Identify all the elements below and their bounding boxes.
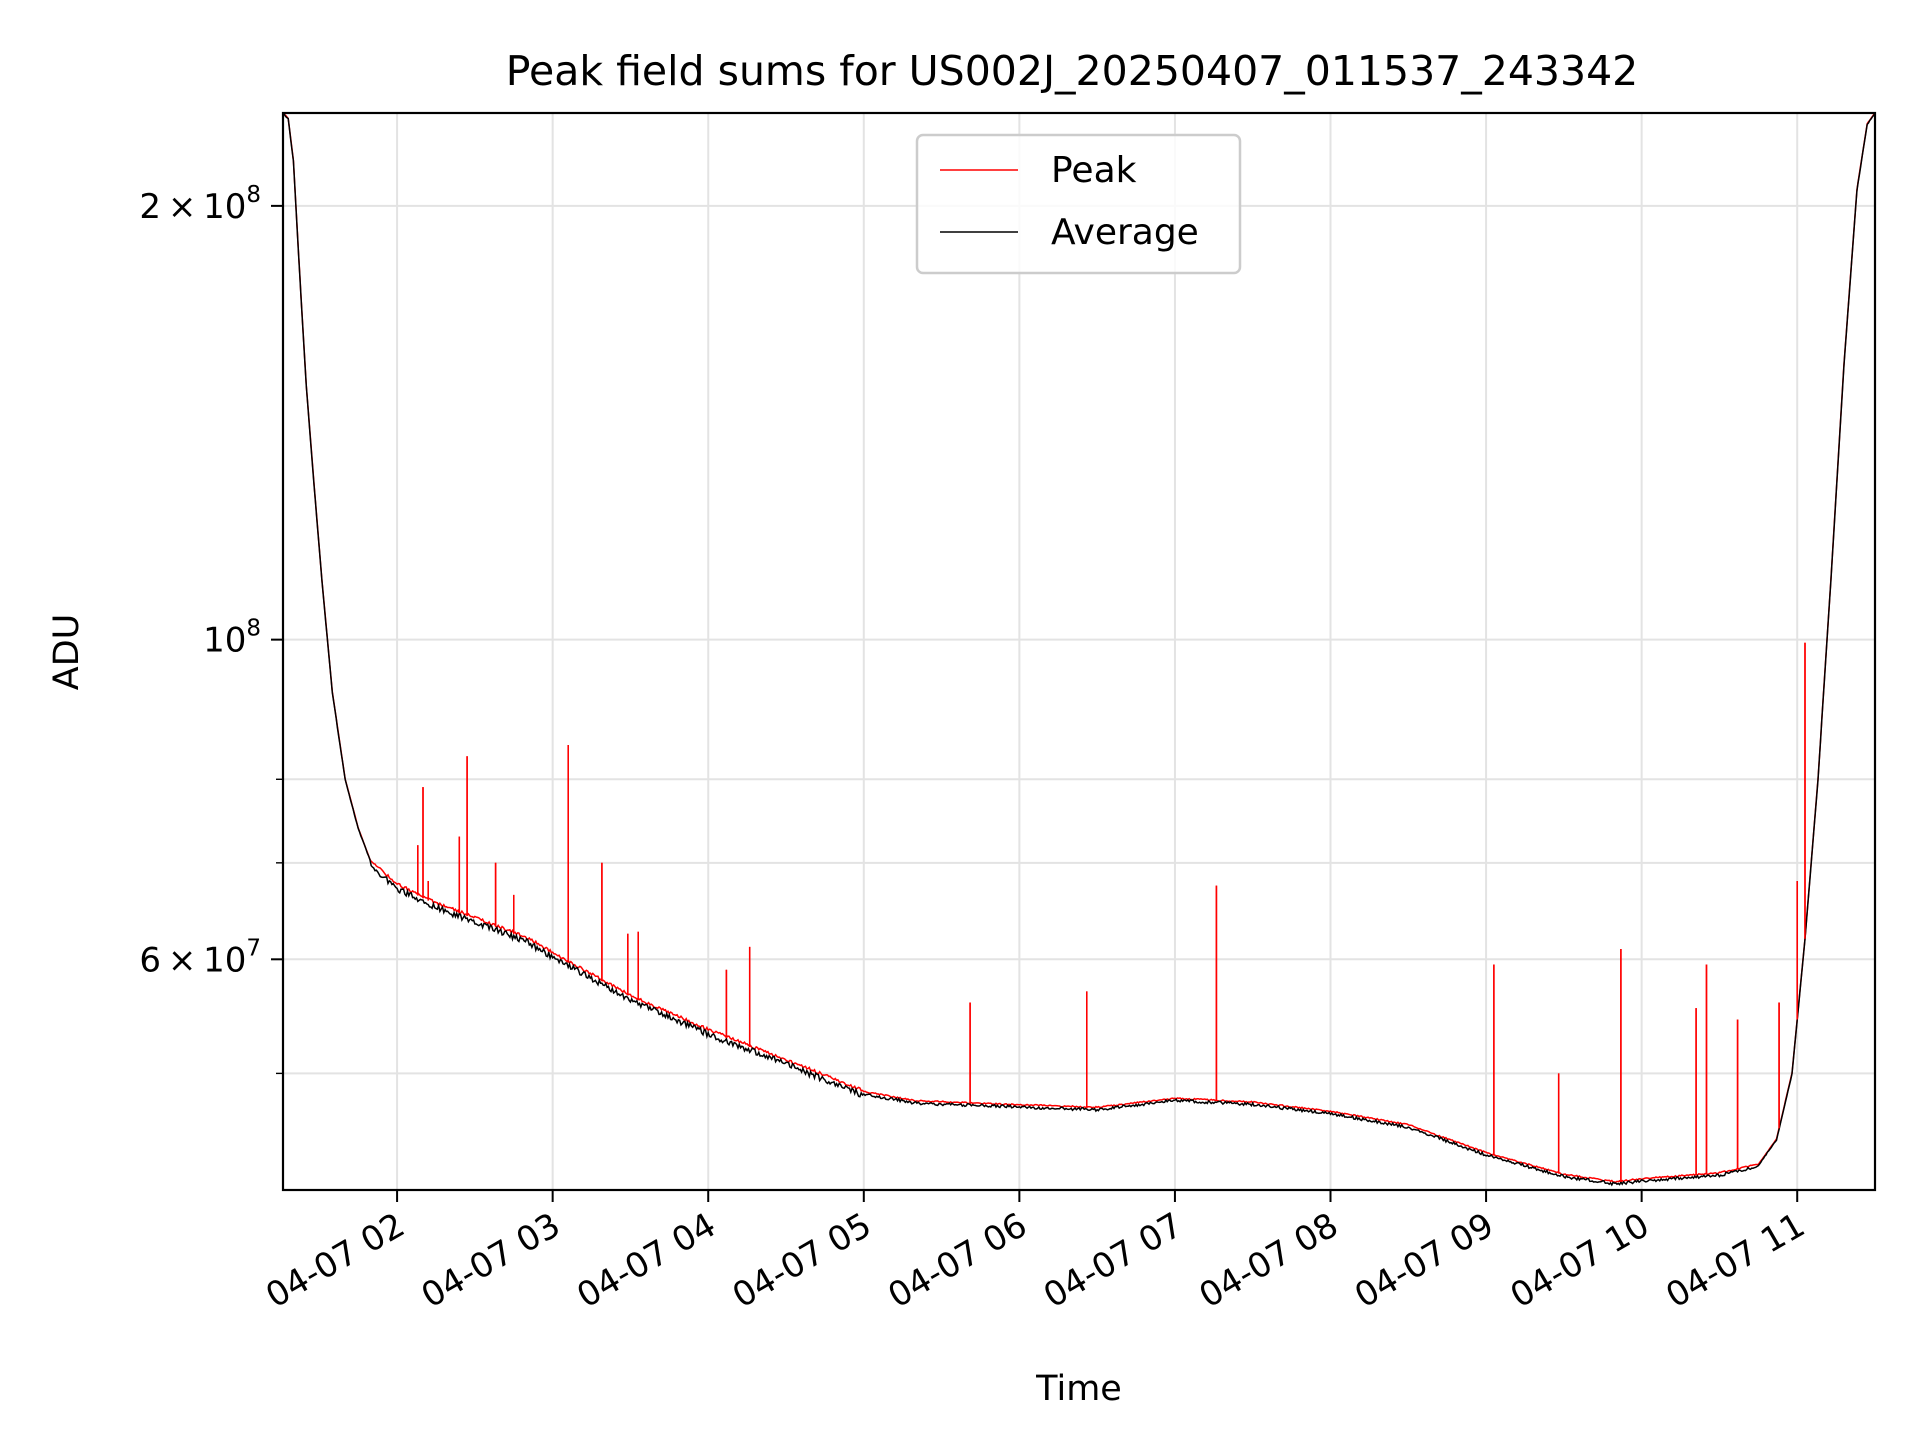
x-tick-label: 04-07 06 bbox=[881, 1205, 1033, 1316]
y-axis-label: ADU bbox=[47, 614, 87, 691]
x-tick-label: 04-07 08 bbox=[1193, 1205, 1345, 1316]
y-tick-label: 6 × 107 bbox=[139, 935, 261, 980]
x-tick-label: 04-07 09 bbox=[1348, 1205, 1500, 1316]
legend-peak-label: Peak bbox=[1051, 150, 1137, 191]
y-tick-label: 108 bbox=[203, 616, 261, 661]
y-tick-label: 2 × 108 bbox=[139, 182, 261, 227]
y-axis: 2 × 108 108 6 × 107 bbox=[139, 182, 283, 1075]
chart-title: Peak field sums for US002J_20250407_0115… bbox=[506, 47, 1639, 95]
series-layer bbox=[282, 112, 1876, 1187]
x-tick-label: 04-07 11 bbox=[1659, 1205, 1811, 1316]
legend-average-label: Average bbox=[1051, 212, 1199, 253]
series-peak-line bbox=[282, 112, 1876, 1184]
x-tick-label: 04-07 03 bbox=[415, 1205, 567, 1316]
x-axis: 04-07 02 04-07 03 04-07 04 04-07 05 04-07 06… bbox=[259, 1190, 1812, 1316]
x-axis-label: Time bbox=[1035, 1369, 1122, 1409]
x-tick-label: 04-07 10 bbox=[1504, 1205, 1656, 1316]
plot-area-frame bbox=[281, 111, 1877, 1192]
x-tick-label: 04-07 05 bbox=[726, 1205, 878, 1316]
x-tick-label: 04-07 04 bbox=[570, 1205, 722, 1316]
x-tick-label: 04-07 07 bbox=[1037, 1205, 1189, 1316]
grid-layer bbox=[283, 113, 1875, 1190]
series-average-line bbox=[282, 112, 1876, 1187]
x-tick-label: 04-07 02 bbox=[259, 1205, 411, 1316]
legend: Peak Average bbox=[915, 133, 1242, 275]
